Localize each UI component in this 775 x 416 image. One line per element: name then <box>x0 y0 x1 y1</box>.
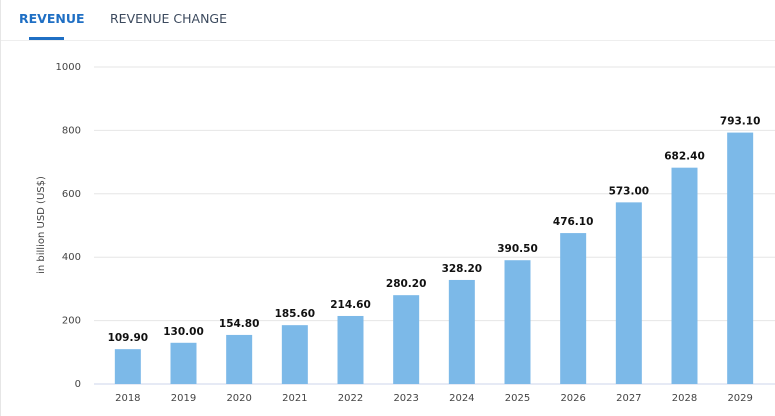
bar <box>671 167 698 384</box>
value-label: 280.20 <box>386 278 427 290</box>
x-tick-label: 2026 <box>560 393 585 404</box>
x-tick-label: 2028 <box>672 393 697 404</box>
x-tick-label: 2024 <box>449 393 474 404</box>
bar <box>170 342 197 384</box>
value-label: 682.40 <box>664 151 705 163</box>
bar <box>448 279 475 384</box>
value-label: 793.10 <box>720 116 761 128</box>
tab-underline <box>29 37 64 40</box>
value-label: 185.60 <box>275 308 316 320</box>
value-label: 109.90 <box>108 332 149 344</box>
bar <box>615 202 642 384</box>
value-label: 573.00 <box>609 185 650 197</box>
y-tick-label: 200 <box>62 316 81 327</box>
value-label: 154.80 <box>219 318 260 330</box>
x-tick-label: 2029 <box>727 393 752 404</box>
x-tick-label: 2018 <box>115 393 140 404</box>
value-label: 214.60 <box>330 299 371 311</box>
bar <box>727 132 754 384</box>
bar <box>337 315 364 384</box>
y-tick-label: 0 <box>75 379 81 390</box>
bar <box>504 260 531 384</box>
y-tick-label: 1000 <box>56 62 81 73</box>
bar <box>281 325 308 384</box>
bar <box>393 295 420 384</box>
value-label: 390.50 <box>497 243 538 255</box>
bar <box>114 349 141 384</box>
x-tick-label: 2025 <box>505 393 530 404</box>
x-tick-label: 2023 <box>393 393 418 404</box>
y-tick-label: 800 <box>62 125 81 136</box>
tab[interactable]: REVENUE CHANGE <box>110 11 228 26</box>
value-label: 130.00 <box>163 326 204 338</box>
x-tick-label: 2021 <box>282 393 307 404</box>
x-tick-label: 2020 <box>226 393 251 404</box>
tab-bar: REVENUE REVENUE CHANGE <box>1 0 775 41</box>
x-tick-label: 2022 <box>338 393 363 404</box>
y-tick-label: 600 <box>62 189 81 200</box>
bar <box>560 233 587 384</box>
x-tick-label: 2019 <box>171 393 196 404</box>
y-axis-label: in billion USD (US$) <box>36 176 47 274</box>
tab[interactable]: REVENUE <box>19 11 85 26</box>
y-tick-label: 400 <box>62 252 81 263</box>
bar <box>226 334 253 384</box>
x-tick-label: 2027 <box>616 393 641 404</box>
value-label: 328.20 <box>442 263 483 275</box>
value-label: 476.10 <box>553 216 594 228</box>
